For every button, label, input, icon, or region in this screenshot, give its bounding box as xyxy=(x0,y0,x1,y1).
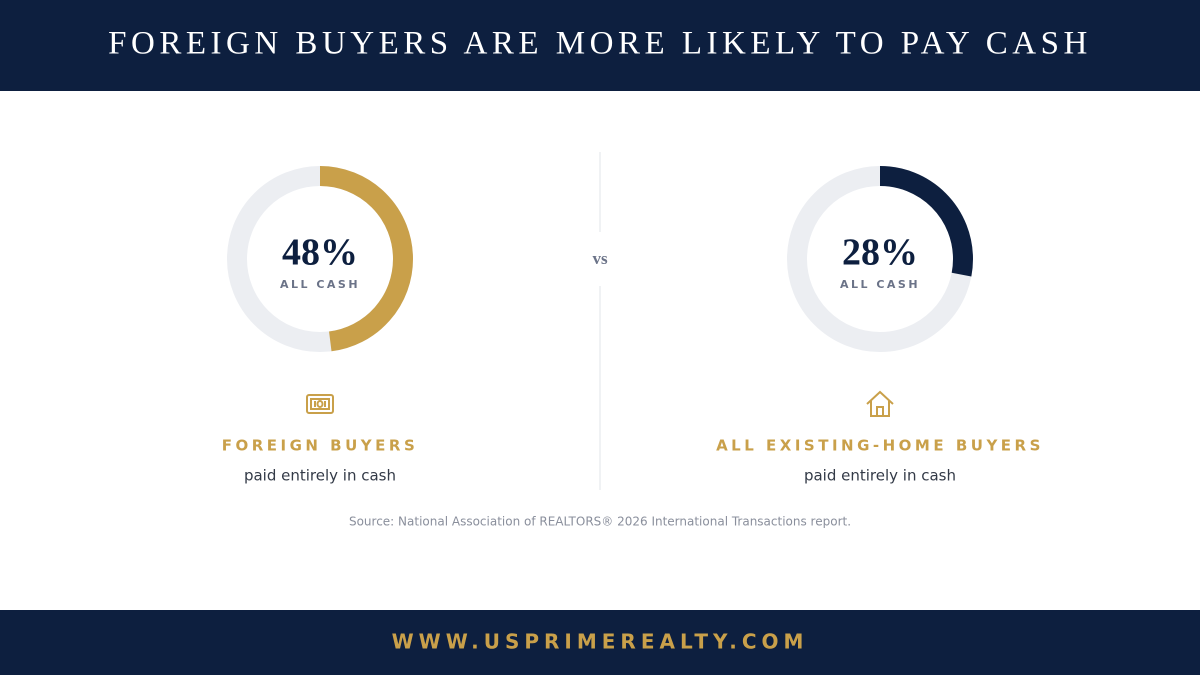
vs-label: vs xyxy=(592,249,608,268)
icon xyxy=(306,394,334,414)
stat-subtitle: paid entirely in cash xyxy=(804,467,956,485)
donut-caption: ALL CASH xyxy=(840,278,920,291)
stat-label: FOREIGN BUYERS xyxy=(222,437,419,455)
icon-part xyxy=(866,390,894,417)
donut-caption: ALL CASH xyxy=(280,278,360,291)
icon xyxy=(866,390,894,417)
icon-part xyxy=(306,394,334,414)
donut-arc xyxy=(227,166,413,352)
footer-url: WWW.USPRIMEREALTY.COM xyxy=(392,630,809,654)
icon-part xyxy=(310,398,330,410)
stat-subtitle: paid entirely in cash xyxy=(244,467,396,485)
icon-part xyxy=(316,400,324,408)
source: Source: National Association of REALTORS… xyxy=(349,515,851,529)
footer-bar xyxy=(0,610,1200,675)
stat-label: ALL EXISTING-HOME BUYERS xyxy=(716,437,1044,455)
title: FOREIGN BUYERS ARE MORE LIKELY TO PAY CA… xyxy=(108,26,1092,62)
donut-value: 28% xyxy=(842,232,918,274)
stats: 48% ALL CASH FOREIGN BUYERS paid entirely i… xyxy=(222,166,1044,485)
donut-value: 48% xyxy=(282,232,358,274)
header-bar xyxy=(0,0,1200,91)
donut-arc xyxy=(787,166,973,352)
